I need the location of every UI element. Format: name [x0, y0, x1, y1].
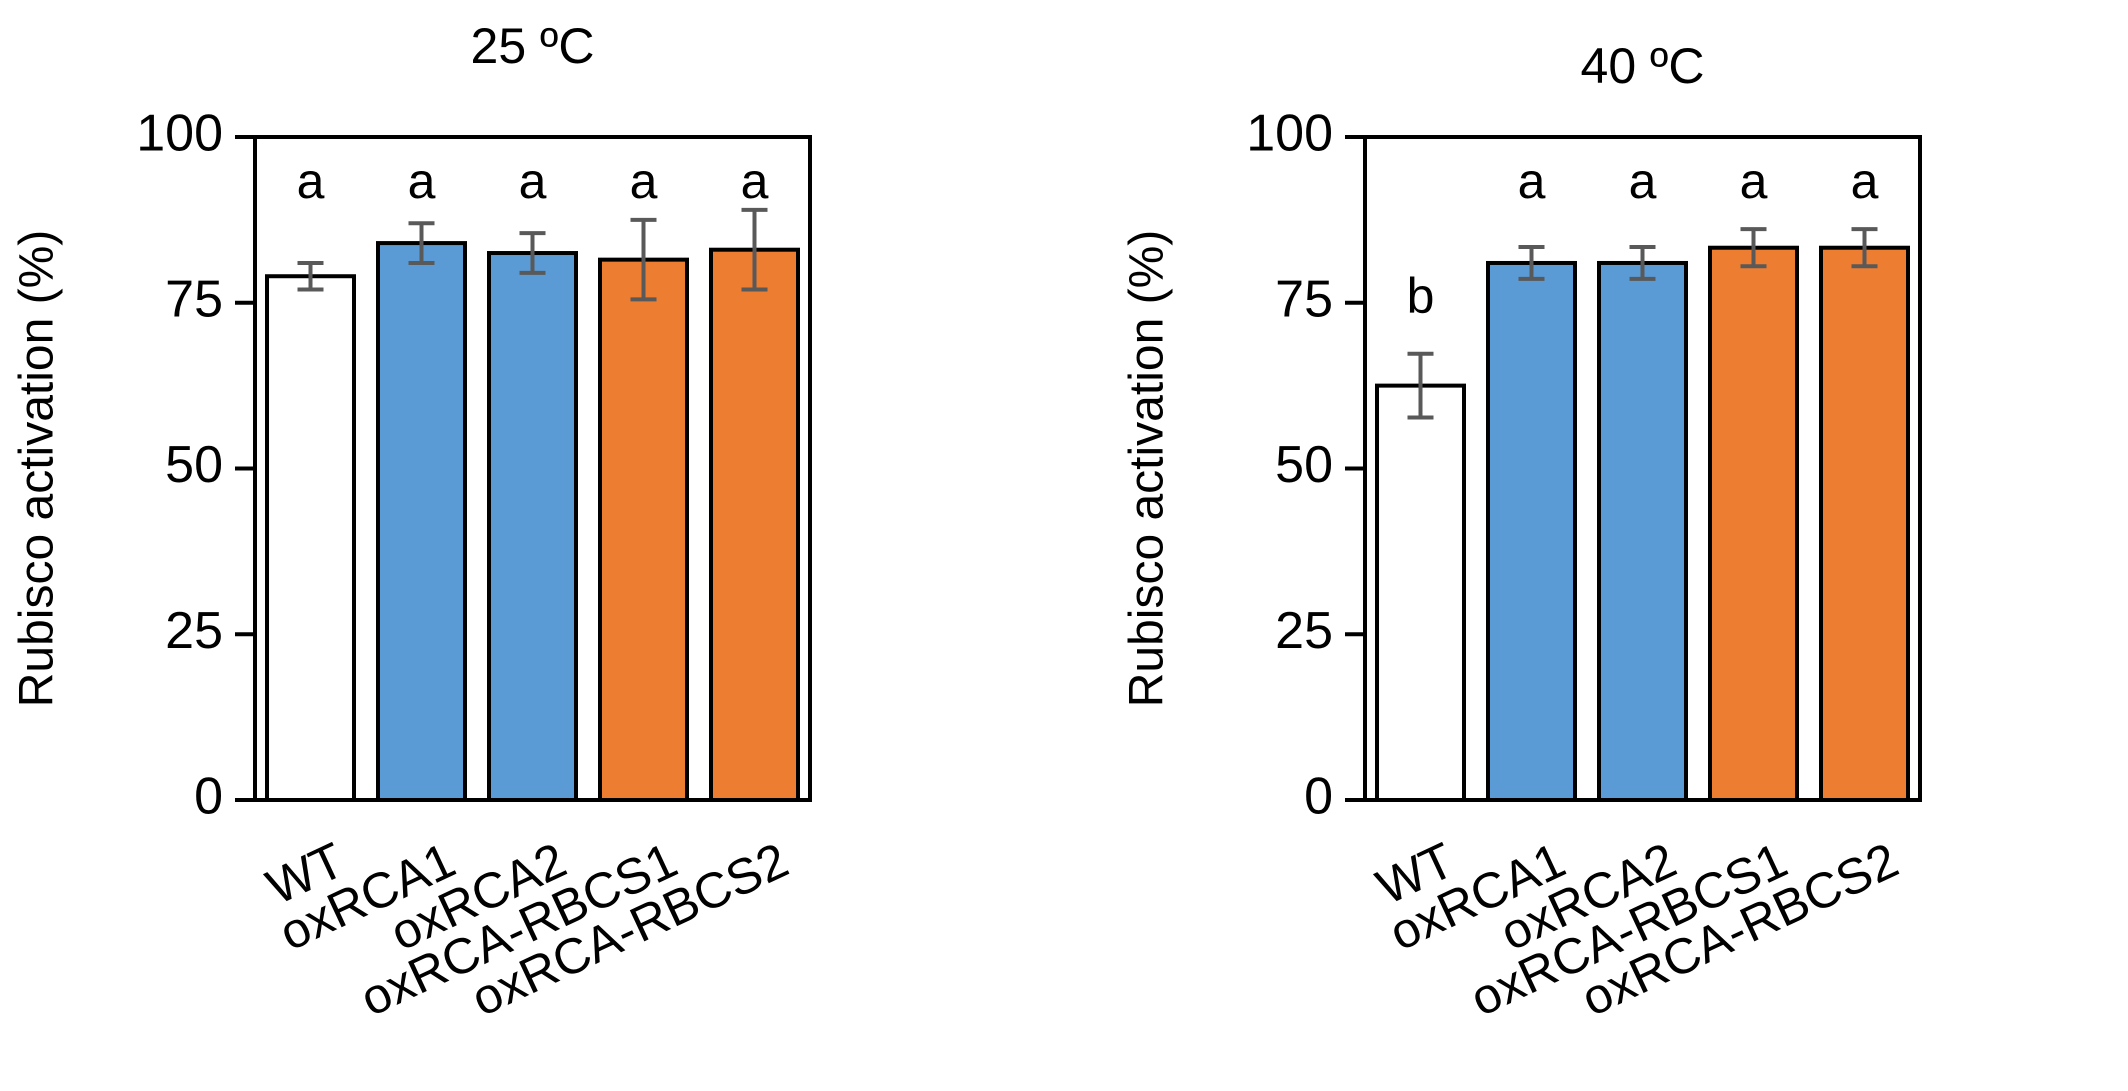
error-bar-oxrca-rbcs1	[1740, 227, 1767, 269]
significance-letter: a	[1518, 153, 1546, 209]
error-bar-oxrca-rbcs2	[1851, 227, 1878, 269]
bar-oxrca2	[1597, 260, 1688, 803]
y-axis-label: Rubisco activation (%)	[1121, 230, 1174, 708]
error-bar-oxrca2	[1629, 245, 1656, 281]
error-bar-oxrca-rbcs1	[630, 217, 657, 302]
y-tick-label: 0	[194, 768, 223, 826]
significance-letter: a	[1740, 153, 1768, 209]
y-axis-label: Rubisco activation (%)	[11, 230, 64, 708]
error-bar-oxrca-rbcs2	[741, 207, 768, 292]
chart-title: 25 ºC	[471, 18, 595, 74]
y-tick-label: 0	[1304, 768, 1333, 826]
error-bar-wt	[297, 260, 324, 292]
y-tick-label: 100	[136, 105, 223, 163]
significance-letter: a	[297, 153, 325, 209]
y-tick-label: 25	[165, 602, 223, 660]
y-tick-label: 50	[165, 436, 223, 494]
chart-panel-1: 25 ºC Rubisco activation (%) a a a a a 0 25 50 75 1…	[11, 18, 812, 1027]
y-tick-label: 100	[1246, 105, 1333, 163]
significance-letter: a	[1851, 153, 1879, 209]
bar-oxrca1	[376, 241, 467, 802]
error-bar-oxrca1	[1518, 245, 1545, 281]
chart-panel-2: 40 ºC Rubisco activation (%) b a a a a 0 25 50 75 1…	[1121, 38, 1922, 1027]
chart-title: 40 ºC	[1581, 38, 1705, 94]
y-tick-label: 50	[1275, 436, 1333, 494]
significance-letter: a	[1629, 153, 1657, 209]
significance-letter: a	[630, 153, 658, 209]
significance-letter: a	[741, 153, 769, 209]
significance-letter: a	[408, 153, 436, 209]
bar-oxrca-rbcs1	[598, 257, 689, 802]
y-tick-label: 75	[1275, 270, 1333, 328]
y-tick-label: 25	[1275, 602, 1333, 660]
significance-letter: b	[1407, 268, 1435, 324]
bar-wt	[1375, 383, 1466, 802]
significance-letter: a	[519, 153, 547, 209]
y-tick-label: 75	[165, 270, 223, 328]
error-bar-wt	[1407, 351, 1434, 420]
bar-oxrca1	[1486, 260, 1577, 803]
bar-oxrca2	[487, 251, 578, 802]
error-bar-oxrca1	[408, 221, 435, 265]
bar-wt	[265, 274, 356, 803]
bar-oxrca-rbcs1	[1708, 245, 1799, 802]
error-bar-oxrca2	[519, 231, 546, 275]
bar-oxrca-rbcs2	[1819, 245, 1910, 802]
bar-oxrca-rbcs2	[709, 247, 800, 802]
